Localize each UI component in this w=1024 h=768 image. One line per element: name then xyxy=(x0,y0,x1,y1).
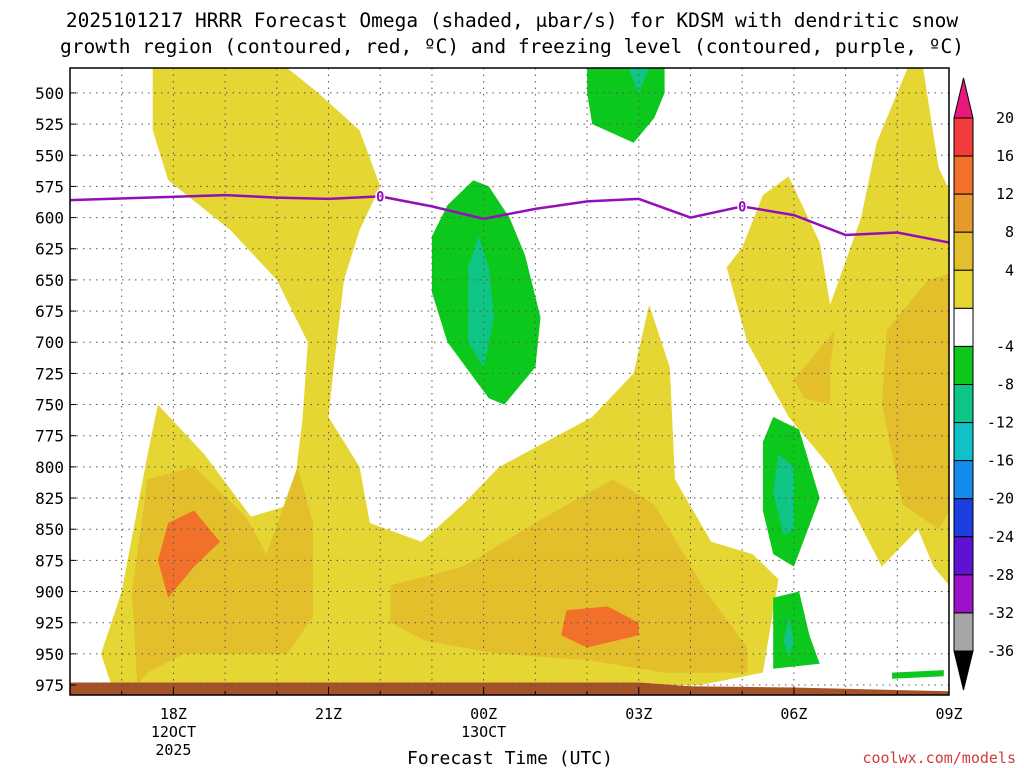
y-tick-label-500: 500 xyxy=(35,84,64,103)
freezing-level-label-0: 0 xyxy=(376,189,384,205)
colorbar-bin-5 xyxy=(953,269,974,309)
y-tick-label-750: 750 xyxy=(35,396,64,415)
y-tick-label-775: 775 xyxy=(35,427,64,446)
y-tick-label-650: 650 xyxy=(35,271,64,290)
x-tick-label-21Z: 21Z xyxy=(315,705,342,723)
colorbar: 20 16 12 8 4 -4 -8 -12 -16 -20 -24 -28 -32 -36 xyxy=(953,77,1014,691)
omega-region-4 xyxy=(881,273,949,530)
x-tick-label-03Z: 03Z xyxy=(625,705,652,723)
colorbar-label-12: -32 xyxy=(987,604,1014,622)
y-tick-label-525: 525 xyxy=(35,115,64,134)
y-tick-label-625: 625 xyxy=(35,240,64,259)
y-tick-label-925: 925 xyxy=(35,614,64,633)
colorbar-bin-6 xyxy=(953,307,974,347)
freezing-level-label-1: 0 xyxy=(738,199,746,215)
y-tick-label-900: 900 xyxy=(35,583,64,602)
site-credit: coolwx.com/models xyxy=(862,749,1016,767)
y-tick-label-550: 550 xyxy=(35,146,64,165)
colorbar-bin-9 xyxy=(953,422,974,462)
omega-region-12 xyxy=(892,670,944,679)
y-tick-label-725: 725 xyxy=(35,364,64,383)
omega-region-15 xyxy=(773,454,794,536)
colorbar-label-11: -28 xyxy=(987,566,1014,584)
chart-title-line-1: 2025101217 HRRR Forecast Omega (shaded, … xyxy=(66,9,958,32)
colorbar-label-9: -20 xyxy=(987,490,1014,508)
x-tick-label-09Z: 09Z xyxy=(935,705,962,723)
colorbar-bin-11 xyxy=(953,498,974,538)
colorbar-label-1: 16 xyxy=(996,147,1014,165)
x-tick-year-18Z: 2025 xyxy=(155,741,191,759)
omega-region-11 xyxy=(773,591,820,669)
colorbar-bin-1 xyxy=(953,117,974,157)
colorbar-bin-4 xyxy=(953,231,974,271)
colorbar-bin-14 xyxy=(953,612,974,652)
omega-region-9 xyxy=(587,68,665,143)
gridlines xyxy=(70,68,950,695)
y-tick-label-800: 800 xyxy=(35,458,64,477)
x-tick-label-06Z: 06Z xyxy=(780,705,807,723)
chart-title-line-2: growth region (contoured, red, ºC) and f… xyxy=(60,35,964,58)
omega-region-13 xyxy=(468,236,494,368)
omega-region-16 xyxy=(783,616,794,657)
freezing-level-contour: 00 xyxy=(70,188,949,244)
colorbar-label-6: -8 xyxy=(996,376,1014,394)
colorbar-label-7: -12 xyxy=(987,414,1014,432)
plot-frame xyxy=(69,67,950,696)
colorbar-bin-13 xyxy=(953,574,974,614)
colorbar-bin-12 xyxy=(953,536,974,576)
ground-terrain xyxy=(70,682,949,695)
colorbar-label-0: 20 xyxy=(996,109,1014,127)
colorbar-arrow-bottom xyxy=(953,650,974,691)
omega-region-14 xyxy=(628,68,650,93)
colorbar-label-3: 8 xyxy=(1005,223,1014,241)
x-tick-date-18Z: 12OCT xyxy=(151,723,196,741)
plot-area xyxy=(70,68,949,695)
y-tick-label-950: 950 xyxy=(35,645,64,664)
y-tick-label-850: 850 xyxy=(35,520,64,539)
y-tick-label-825: 825 xyxy=(35,489,64,508)
y-tick-label-975: 975 xyxy=(35,676,64,695)
axes: 500 525 550 575 600 625 650 675 700 725 750 775 800 8… xyxy=(35,67,963,759)
freezing-level-line xyxy=(70,193,949,244)
colorbar-arrow-top xyxy=(953,77,974,119)
y-tick-label-700: 700 xyxy=(35,333,64,352)
colorbar-label-13: -36 xyxy=(987,642,1014,660)
colorbar-bin-8 xyxy=(953,384,974,424)
y-tick-label-600: 600 xyxy=(35,209,64,228)
colorbar-label-8: -16 xyxy=(987,452,1014,470)
colorbar-bin-10 xyxy=(953,460,974,500)
colorbar-bin-7 xyxy=(953,345,974,385)
y-tick-label-875: 875 xyxy=(35,551,64,570)
x-tick-date-00Z: 13OCT xyxy=(461,723,506,741)
x-tick-label-18Z: 18Z xyxy=(160,705,187,723)
x-tick-label-00Z: 00Z xyxy=(470,705,497,723)
colorbar-label-2: 12 xyxy=(996,185,1014,203)
omega-region-5 xyxy=(793,329,836,405)
colorbar-label-10: -24 xyxy=(987,528,1014,546)
omega-region-3 xyxy=(390,479,748,673)
colorbar-label-4: 4 xyxy=(1005,261,1014,279)
y-tick-label-575: 575 xyxy=(35,177,64,196)
colorbar-bin-2 xyxy=(953,155,974,195)
omega-region-7 xyxy=(561,606,639,648)
x-axis-title: Forecast Time (UTC) xyxy=(407,748,613,768)
colorbar-label-5: -4 xyxy=(996,337,1014,355)
colorbar-bin-3 xyxy=(953,193,974,233)
y-tick-label-675: 675 xyxy=(35,302,64,321)
